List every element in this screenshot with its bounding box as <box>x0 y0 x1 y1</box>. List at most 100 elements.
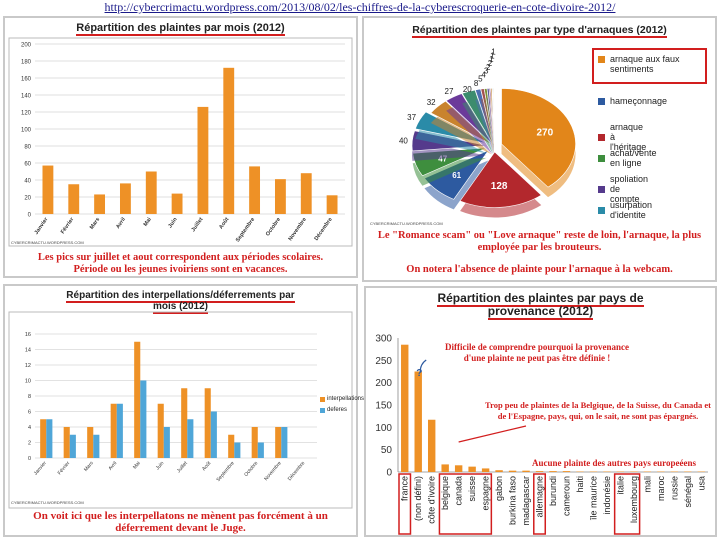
y-tick-label: 20 <box>24 196 31 202</box>
y-tick-label: 4 <box>28 425 31 431</box>
pie-slice-depth <box>484 98 494 154</box>
pie-slice-label: 4 <box>481 71 486 80</box>
bar-arrests <box>204 388 211 458</box>
y-tick-label: 0 <box>28 213 32 219</box>
x-tick-label: canada <box>454 476 464 506</box>
x-tick-label: Mars <box>83 460 95 473</box>
pie-slice-label: 3 <box>484 67 489 76</box>
pie-slice-depth <box>489 98 494 154</box>
bar <box>171 193 183 214</box>
label-highlight-box <box>398 473 412 535</box>
x-tick-label: Mai <box>132 460 142 470</box>
x-tick-label: Mars <box>89 217 101 231</box>
y-tick-label: 120 <box>21 111 32 117</box>
pie-slice <box>459 151 542 208</box>
legend-item-inheritance: arnaque à l'héritage <box>598 122 646 152</box>
bar <box>326 195 338 214</box>
y-tick-label: 6 <box>28 410 31 416</box>
x-tick-label: Septembre <box>235 217 256 244</box>
x-tick-label: Novembre <box>263 460 283 482</box>
bar <box>401 344 409 472</box>
pie-slice-label: 8 <box>474 79 479 88</box>
country-panel: Répartition des plaintes par pays de pro… <box>364 286 717 537</box>
legend-item-romance: arnaque aux faux sentiments <box>598 54 706 74</box>
bar <box>427 419 436 472</box>
bar <box>495 470 503 472</box>
arrests-panel: Répartition des interpellations/déferrem… <box>3 284 364 537</box>
y-tick-label: 200 <box>375 378 392 389</box>
pie-slice-depth <box>490 98 494 154</box>
x-tick-label: usa <box>696 476 706 491</box>
bar-referrals <box>187 419 194 458</box>
pie-slice-depth <box>491 98 494 154</box>
y-tick-label: 50 <box>381 445 393 456</box>
monthly-complaints-caption-2: Période ou les jeunes ivoiriens sont en … <box>73 264 288 275</box>
bar <box>119 183 131 214</box>
bar <box>441 464 449 472</box>
x-tick-label: Octobre <box>265 217 282 238</box>
arrests-caption: On voit ici que les interpellatons ne mè… <box>33 510 328 534</box>
y-tick-label: 8 <box>28 394 31 400</box>
pie-slice-label: 37 <box>407 113 416 122</box>
y-tick-label: 160 <box>21 77 32 83</box>
y-tick-label: 300 <box>375 334 392 345</box>
x-tick-label: Juin <box>167 216 179 229</box>
source-url[interactable]: http://cybercrimactu.wordpress.com/2013/… <box>104 0 616 14</box>
x-tick-label: sénégal <box>683 476 693 508</box>
x-tick-label: Août <box>218 217 230 231</box>
x-tick-label: (non défini) <box>413 476 423 521</box>
pie-slice-depth <box>480 98 494 154</box>
pie-slice-depth <box>430 111 492 155</box>
scam-type-title: Répartition des plaintes par type d'arna… <box>412 24 667 38</box>
pie-slice <box>501 88 576 188</box>
x-tick-label: suisse <box>467 476 477 502</box>
label-highlight-box <box>613 473 641 535</box>
bar-arrests <box>181 388 188 458</box>
watermark: CYBERCRIMACTU.WORDPRESS.COM <box>11 240 84 245</box>
x-tick-label: belgique <box>440 476 450 510</box>
pie-slice-label: 47 <box>438 154 447 163</box>
x-tick-label: espagne <box>481 476 491 511</box>
x-tick-label: île maurice <box>588 476 598 521</box>
pie-slice-label: 2 <box>486 63 491 72</box>
pie-slice-label: 128 <box>491 181 508 192</box>
y-tick-label: 100 <box>21 128 32 134</box>
y-tick-label: 16 <box>25 332 31 338</box>
y-tick-label: 40 <box>24 179 31 185</box>
bar-arrests <box>87 427 94 458</box>
label-highlight-box <box>438 473 493 535</box>
bar <box>274 179 286 214</box>
pie-slice-label: 27 <box>445 87 454 96</box>
bar-arrests <box>134 341 141 458</box>
bar-arrests <box>157 403 164 458</box>
pie-slice-label: 32 <box>427 98 436 107</box>
bar-arrests <box>275 427 282 458</box>
x-tick-label: russie <box>669 476 679 500</box>
bar <box>481 468 490 472</box>
pie-slice-depth <box>475 99 494 154</box>
note-european: Trop peu de plaintes de la Belgique, de … <box>485 400 711 421</box>
y-tick-label: 150 <box>375 401 392 412</box>
pie-slice <box>461 89 494 145</box>
legend-highlight-box <box>592 48 707 84</box>
bar <box>249 166 261 214</box>
pie-slice-label: 20 <box>463 85 472 94</box>
pie-slice-label: 270 <box>536 128 553 139</box>
pie-slice-label: 2 <box>488 59 493 68</box>
x-tick-label: Août <box>201 460 213 472</box>
pie-slice-label: 1 <box>491 48 496 57</box>
y-tick-label: 140 <box>21 94 32 100</box>
x-tick-label: haiti <box>575 476 585 493</box>
pie-slice-label: 1 <box>489 55 494 64</box>
x-tick-label: madagascar <box>521 476 531 526</box>
plot-frame <box>8 37 353 247</box>
bar-arrests <box>110 403 117 458</box>
x-tick-label: Juin <box>155 460 166 471</box>
x-tick-label: Octobre <box>243 460 259 478</box>
arrests-title: Répartition des interpellations/déferrem… <box>66 290 295 314</box>
y-tick-label: 200 <box>21 43 32 49</box>
x-tick-label: Janvier <box>34 216 50 236</box>
bar <box>94 194 106 214</box>
monthly-complaints-caption-1: Les pics sur juillet et aout corresponde… <box>37 252 324 263</box>
